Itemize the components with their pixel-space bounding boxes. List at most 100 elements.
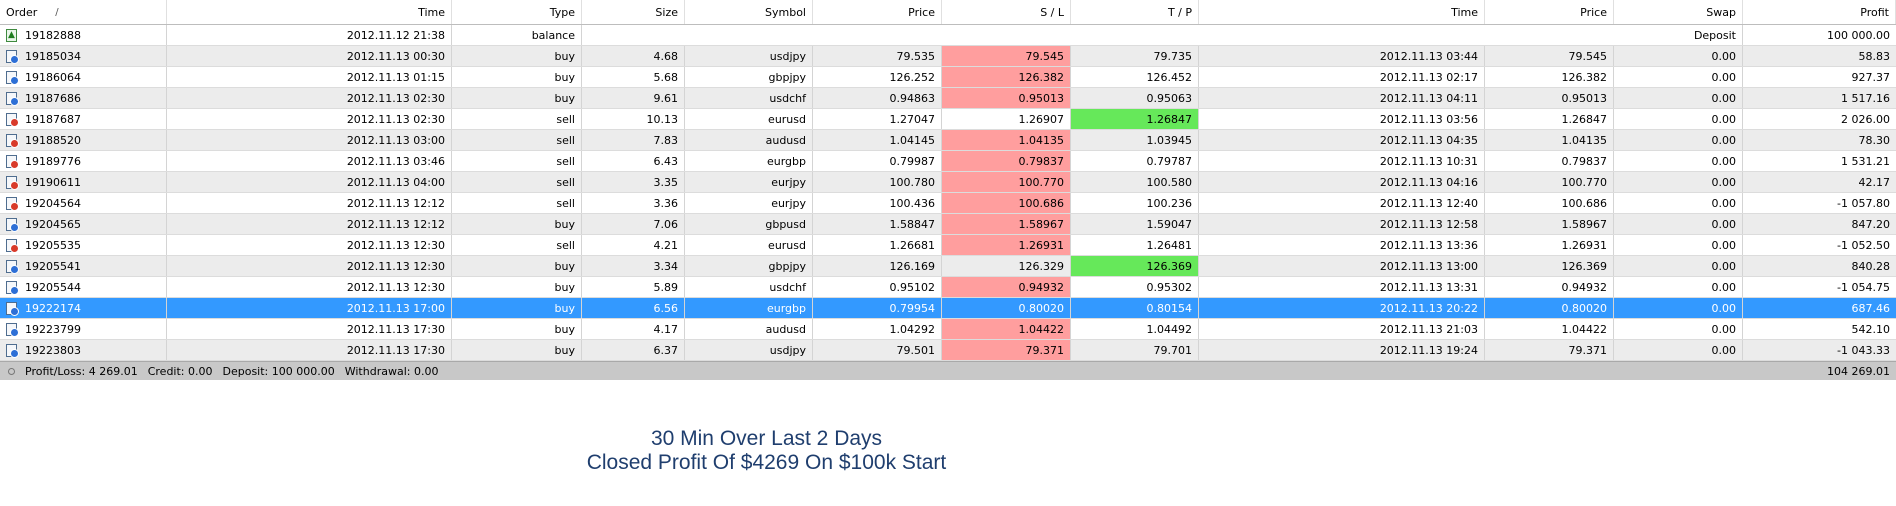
trade-stop-loss: 1.04135	[942, 130, 1071, 150]
buy-order-icon	[6, 301, 19, 316]
trade-swap: 0.00	[1614, 193, 1743, 213]
trade-order-cell: 19223803	[0, 340, 167, 360]
trade-order-cell: 19222174	[0, 298, 167, 318]
trade-size: 10.13	[582, 109, 685, 129]
trade-size: 5.89	[582, 277, 685, 297]
trade-size: 6.43	[582, 151, 685, 171]
trade-symbol: eurjpy	[685, 172, 813, 192]
column-header-sl[interactable]: S / L	[942, 0, 1071, 24]
trade-row[interactable]: 19187686 2012.11.13 02:30 buy 9.61 usdchf 0.9…	[0, 88, 1896, 109]
column-header-type[interactable]: Type	[452, 0, 582, 24]
trade-swap: 0.00	[1614, 67, 1743, 87]
summary-credit: Credit: 0.00	[147, 364, 213, 378]
trade-close-time: 2012.11.13 04:16	[1199, 172, 1485, 192]
trade-row[interactable]: 19205541 2012.11.13 12:30 buy 3.34 gbpjpy 126…	[0, 256, 1896, 277]
trade-order: 19223803	[25, 343, 81, 357]
trade-type: sell	[452, 130, 582, 150]
trade-order: 19187686	[25, 91, 81, 105]
trade-take-profit: 0.80154	[1071, 298, 1199, 318]
trade-profit: 927.37	[1851, 70, 1891, 84]
trade-profit: 42.17	[1858, 175, 1891, 189]
balance-row[interactable]: ▲ 19182888 2012.11.12 21:38 balance Depo…	[0, 25, 1896, 46]
trade-stop-loss: 1.58967	[942, 214, 1071, 234]
trade-close-price: 100.686	[1485, 193, 1614, 213]
column-header-symbol[interactable]: Symbol	[685, 0, 813, 24]
trade-take-profit: 0.95063	[1071, 88, 1199, 108]
trade-order-cell: 19186064	[0, 67, 167, 87]
trade-swap: 0.00	[1614, 172, 1743, 192]
trade-take-profit: 1.26481	[1071, 235, 1199, 255]
trade-swap: 0.00	[1614, 214, 1743, 234]
trade-order-cell: 19189776	[0, 151, 167, 171]
trade-row[interactable]: 19186064 2012.11.13 01:15 buy 5.68 gbpjpy 126…	[0, 67, 1896, 88]
trade-close-price: 0.95013	[1485, 88, 1614, 108]
trade-take-profit: 1.26847	[1071, 109, 1199, 129]
trade-type: sell	[452, 151, 582, 171]
trade-order-cell: 19223799	[0, 319, 167, 339]
trade-profit: 840.28	[1851, 259, 1891, 273]
trade-order: 19205541	[25, 259, 81, 273]
trade-profit: 58.83	[1858, 49, 1891, 63]
column-header-order[interactable]: Order /	[0, 0, 167, 24]
trade-order: 19185034	[25, 49, 81, 63]
summary-profit-loss: Profit/Loss: 4 269.01	[25, 364, 138, 378]
trade-close-price: 0.94932	[1485, 277, 1614, 297]
sell-order-icon	[6, 175, 19, 190]
trade-open-price: 79.535	[813, 46, 942, 66]
trade-swap: 0.00	[1614, 46, 1743, 66]
trade-type: sell	[452, 193, 582, 213]
trade-row[interactable]: 19185034 2012.11.13 00:30 buy 4.68 usdjpy 79.…	[0, 46, 1896, 67]
trade-row[interactable]: 19223799 2012.11.13 17:30 buy 4.17 audusd 1.0…	[0, 319, 1896, 340]
column-header-close-time[interactable]: Time	[1199, 0, 1485, 24]
column-header-size[interactable]: Size	[582, 0, 685, 24]
trade-row[interactable]: 19223803 2012.11.13 17:30 buy 6.37 usdjpy 79.…	[0, 340, 1896, 361]
trade-type: buy	[452, 67, 582, 87]
trade-stop-loss: 126.329	[942, 256, 1071, 276]
column-header-swap[interactable]: Swap	[1614, 0, 1743, 24]
account-history-table: Order / Time Type Size Symbol Price S / …	[0, 0, 1896, 380]
trade-close-time: 2012.11.13 19:24	[1199, 340, 1485, 360]
sell-order-icon	[6, 196, 19, 211]
trade-take-profit: 100.236	[1071, 193, 1199, 213]
trade-close-price: 1.04422	[1485, 319, 1614, 339]
trade-order-cell: 19204565	[0, 214, 167, 234]
trade-time: 2012.11.13 12:30	[167, 277, 452, 297]
buy-order-icon	[6, 217, 19, 232]
column-header-order-label: Order	[6, 5, 38, 19]
trade-order: 19187687	[25, 112, 81, 126]
trade-row[interactable]: 19190611 2012.11.13 04:00 sell 3.35 eurjpy 10…	[0, 172, 1896, 193]
column-header-close-price[interactable]: Price	[1485, 0, 1614, 24]
trade-row[interactable]: 19189776 2012.11.13 03:46 sell 6.43 eurgbp 0.…	[0, 151, 1896, 172]
column-header-tp[interactable]: T / P	[1071, 0, 1199, 24]
trade-time: 2012.11.13 01:15	[167, 67, 452, 87]
trade-row[interactable]: 19188520 2012.11.13 03:00 sell 7.83 audusd 1.…	[0, 130, 1896, 151]
buy-order-icon	[6, 91, 19, 106]
trade-order-cell: 19187687	[0, 109, 167, 129]
trade-close-time: 2012.11.13 02:17	[1199, 67, 1485, 87]
trade-row[interactable]: 19205535 2012.11.13 12:30 sell 4.21 eurusd 1.…	[0, 235, 1896, 256]
trade-open-price: 1.04292	[813, 319, 942, 339]
trade-symbol: audusd	[685, 130, 813, 150]
trade-row[interactable]: 19204564 2012.11.13 12:12 sell 3.36 eurjpy 10…	[0, 193, 1896, 214]
trade-stop-loss: 100.770	[942, 172, 1071, 192]
column-header-profit[interactable]: Profit	[1743, 0, 1896, 24]
sell-order-icon	[6, 154, 19, 169]
trade-close-time: 2012.11.13 04:11	[1199, 88, 1485, 108]
balance-profit: 100 000.00	[1827, 28, 1890, 42]
trade-order-cell: 19205541	[0, 256, 167, 276]
sell-order-icon	[6, 238, 19, 253]
column-header-price[interactable]: Price	[813, 0, 942, 24]
trade-order: 19186064	[25, 70, 81, 84]
trade-row[interactable]: 19204565 2012.11.13 12:12 buy 7.06 gbpusd 1.5…	[0, 214, 1896, 235]
trade-close-price: 126.369	[1485, 256, 1614, 276]
trade-type: buy	[452, 256, 582, 276]
summary-left: Profit/Loss: 4 269.01 Credit: 0.00 Depos…	[0, 362, 448, 380]
trade-row[interactable]: 19205544 2012.11.13 12:30 buy 5.89 usdchf 0.9…	[0, 277, 1896, 298]
trade-size: 3.36	[582, 193, 685, 213]
trade-symbol: audusd	[685, 319, 813, 339]
trade-time: 2012.11.13 12:12	[167, 193, 452, 213]
trade-row[interactable]: 19187687 2012.11.13 02:30 sell 10.13 eurusd 1…	[0, 109, 1896, 130]
trade-close-time: 2012.11.13 21:03	[1199, 319, 1485, 339]
column-header-time[interactable]: Time	[167, 0, 452, 24]
trade-row[interactable]: 19222174 2012.11.13 17:00 buy 6.56 eurgbp 0.7…	[0, 298, 1896, 319]
